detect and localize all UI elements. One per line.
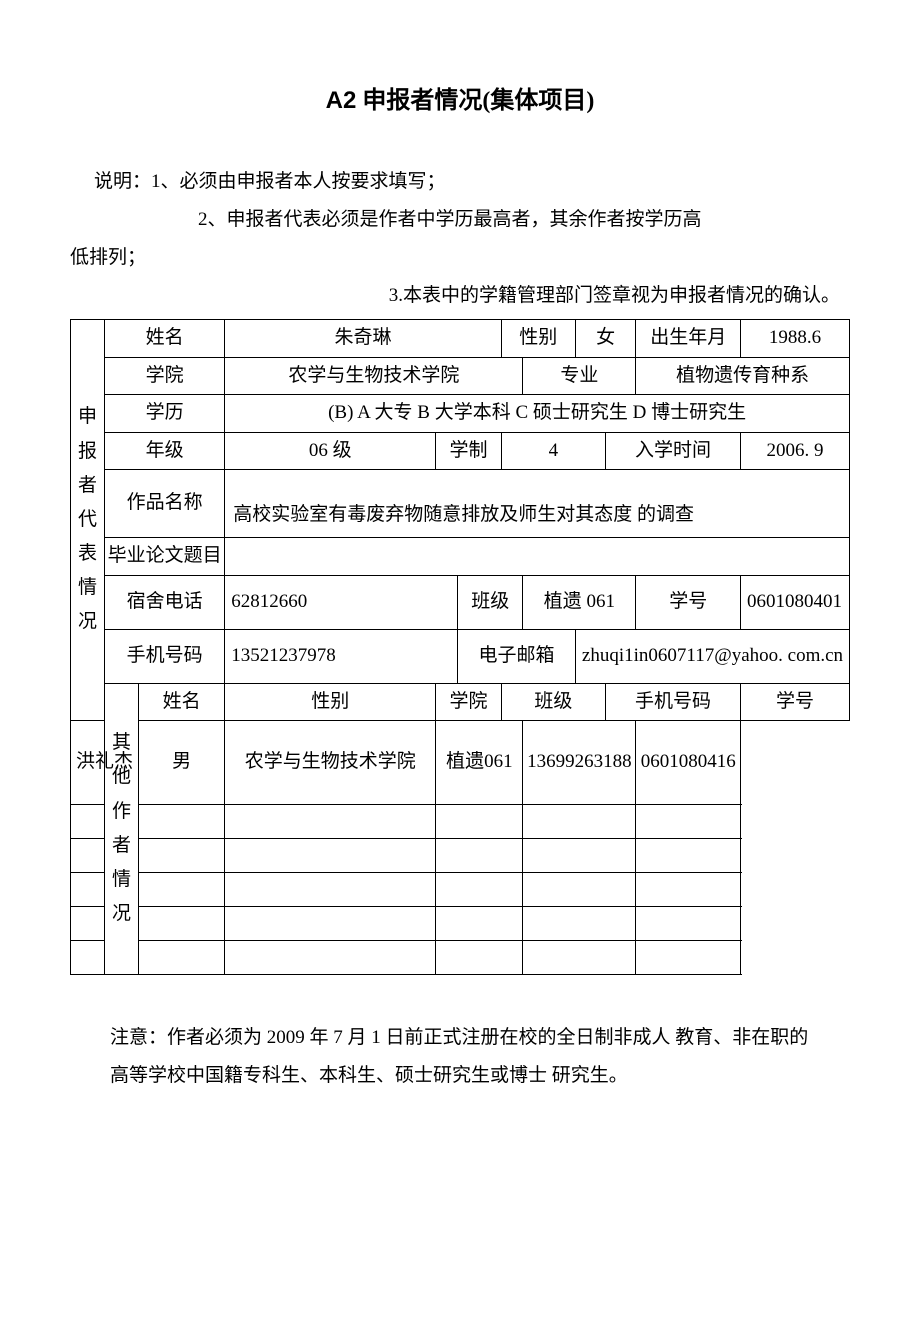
table-row: [636, 839, 741, 873]
val-grade: 06 级: [225, 432, 436, 470]
label-email: 电子邮箱: [458, 629, 576, 683]
instructions: 说明：1、必须由申报者本人按要求填写； 2、申报者代表必须是作者中学历最高者，其…: [70, 163, 850, 315]
label-studentid: 学号: [636, 575, 741, 629]
table-row: [436, 941, 523, 975]
table-row: [523, 941, 636, 975]
val-major: 植物遗传育种系: [636, 357, 850, 395]
table-row: [225, 941, 436, 975]
table-row: [523, 907, 636, 941]
label-major: 专业: [523, 357, 636, 395]
table-row: 农学与生物技术学院: [225, 721, 436, 805]
table-row: [139, 839, 225, 873]
label-education: 学历: [105, 395, 225, 433]
applicant-table: 申报者代表情况 姓名 朱奇琳 性别 女 出生年月 1988.6 学院 农学与生物…: [70, 319, 850, 975]
table-row: [225, 839, 436, 873]
table-row: 男: [139, 721, 225, 805]
label-college: 学院: [105, 357, 225, 395]
table-row: [636, 941, 741, 975]
table-row: [636, 805, 741, 839]
val-dorm-phone: 62812660: [225, 575, 458, 629]
instruction-2: 2、申报者代表必须是作者中学历最高者，其余作者按学历高: [70, 201, 850, 239]
val-class: 植遗 061: [523, 575, 636, 629]
table-row: [139, 805, 225, 839]
table-row: [523, 873, 636, 907]
table-row: [436, 805, 523, 839]
val-college: 农学与生物技术学院: [225, 357, 523, 395]
label-enroll: 入学时间: [606, 432, 741, 470]
table-row: [139, 907, 225, 941]
label-gender: 性别: [501, 320, 575, 358]
label-work-title: 作品名称: [105, 470, 225, 538]
label-birth: 出生年月: [636, 320, 741, 358]
instruction-1: 说明：1、必须由申报者本人按要求填写；: [70, 163, 850, 201]
label-class: 班级: [458, 575, 523, 629]
table-row: [523, 805, 636, 839]
label-mobile: 手机号码: [105, 629, 225, 683]
val-mobile: 13521237978: [225, 629, 458, 683]
others-h-college: 学院: [436, 683, 501, 721]
label-duration: 学制: [436, 432, 501, 470]
label-grade: 年级: [105, 432, 225, 470]
label-thesis: 毕业论文题目: [105, 538, 225, 576]
val-email: zhuqi1in0607117@yahoo. com.cn: [575, 629, 849, 683]
table-row: 植遗061: [436, 721, 523, 805]
label-name: 姓名: [105, 320, 225, 358]
val-thesis: [225, 538, 850, 576]
table-row: [225, 873, 436, 907]
table-row: [523, 839, 636, 873]
table-row: [436, 907, 523, 941]
val-education: (B) A 大专 B 大学本科 C 硕士研究生 D 博士研究生: [225, 395, 850, 433]
page-title: A2 申报者情况(集体项目): [70, 80, 850, 115]
instruction-3: 低排列；: [70, 239, 850, 277]
table-row: [225, 907, 436, 941]
section-label-applicant: 申报者代表情况: [71, 320, 105, 721]
title-prefix: A2: [326, 87, 357, 114]
val-birth: 1988.6: [741, 320, 850, 358]
table-row: [436, 873, 523, 907]
table-row: 13699263188: [523, 721, 636, 805]
val-name: 朱奇琳: [225, 320, 501, 358]
footnote: 注意：作者必须为 2009 年 7 月 1 日前正式注册在校的全日制非成人 教育…: [70, 1019, 850, 1095]
val-enroll: 2006. 9: [741, 432, 850, 470]
table-row: [436, 839, 523, 873]
table-row: [636, 907, 741, 941]
others-h-class: 班级: [501, 683, 605, 721]
others-h-studentid: 学号: [741, 683, 850, 721]
table-row: 0601080416: [636, 721, 741, 805]
val-studentid: 0601080401: [741, 575, 850, 629]
table-row: [139, 941, 225, 975]
table-row: [636, 873, 741, 907]
table-row: [139, 873, 225, 907]
table-row: [71, 941, 139, 975]
others-h-mobile: 手机号码: [606, 683, 741, 721]
val-duration: 4: [501, 432, 605, 470]
table-row: [225, 805, 436, 839]
label-dorm-phone: 宿舍电话: [105, 575, 225, 629]
instruction-4: 3.本表中的学籍管理部门签章视为申报者情况的确认。: [70, 277, 850, 315]
val-gender: 女: [575, 320, 635, 358]
val-work-title: 高校实验室有毒废弃物随意排放及师生对其态度 的调查: [225, 470, 850, 538]
others-h-name: 姓名: [139, 683, 225, 721]
title-text: 申报者情况(集体项目): [356, 88, 594, 114]
others-h-gender: 性别: [225, 683, 436, 721]
